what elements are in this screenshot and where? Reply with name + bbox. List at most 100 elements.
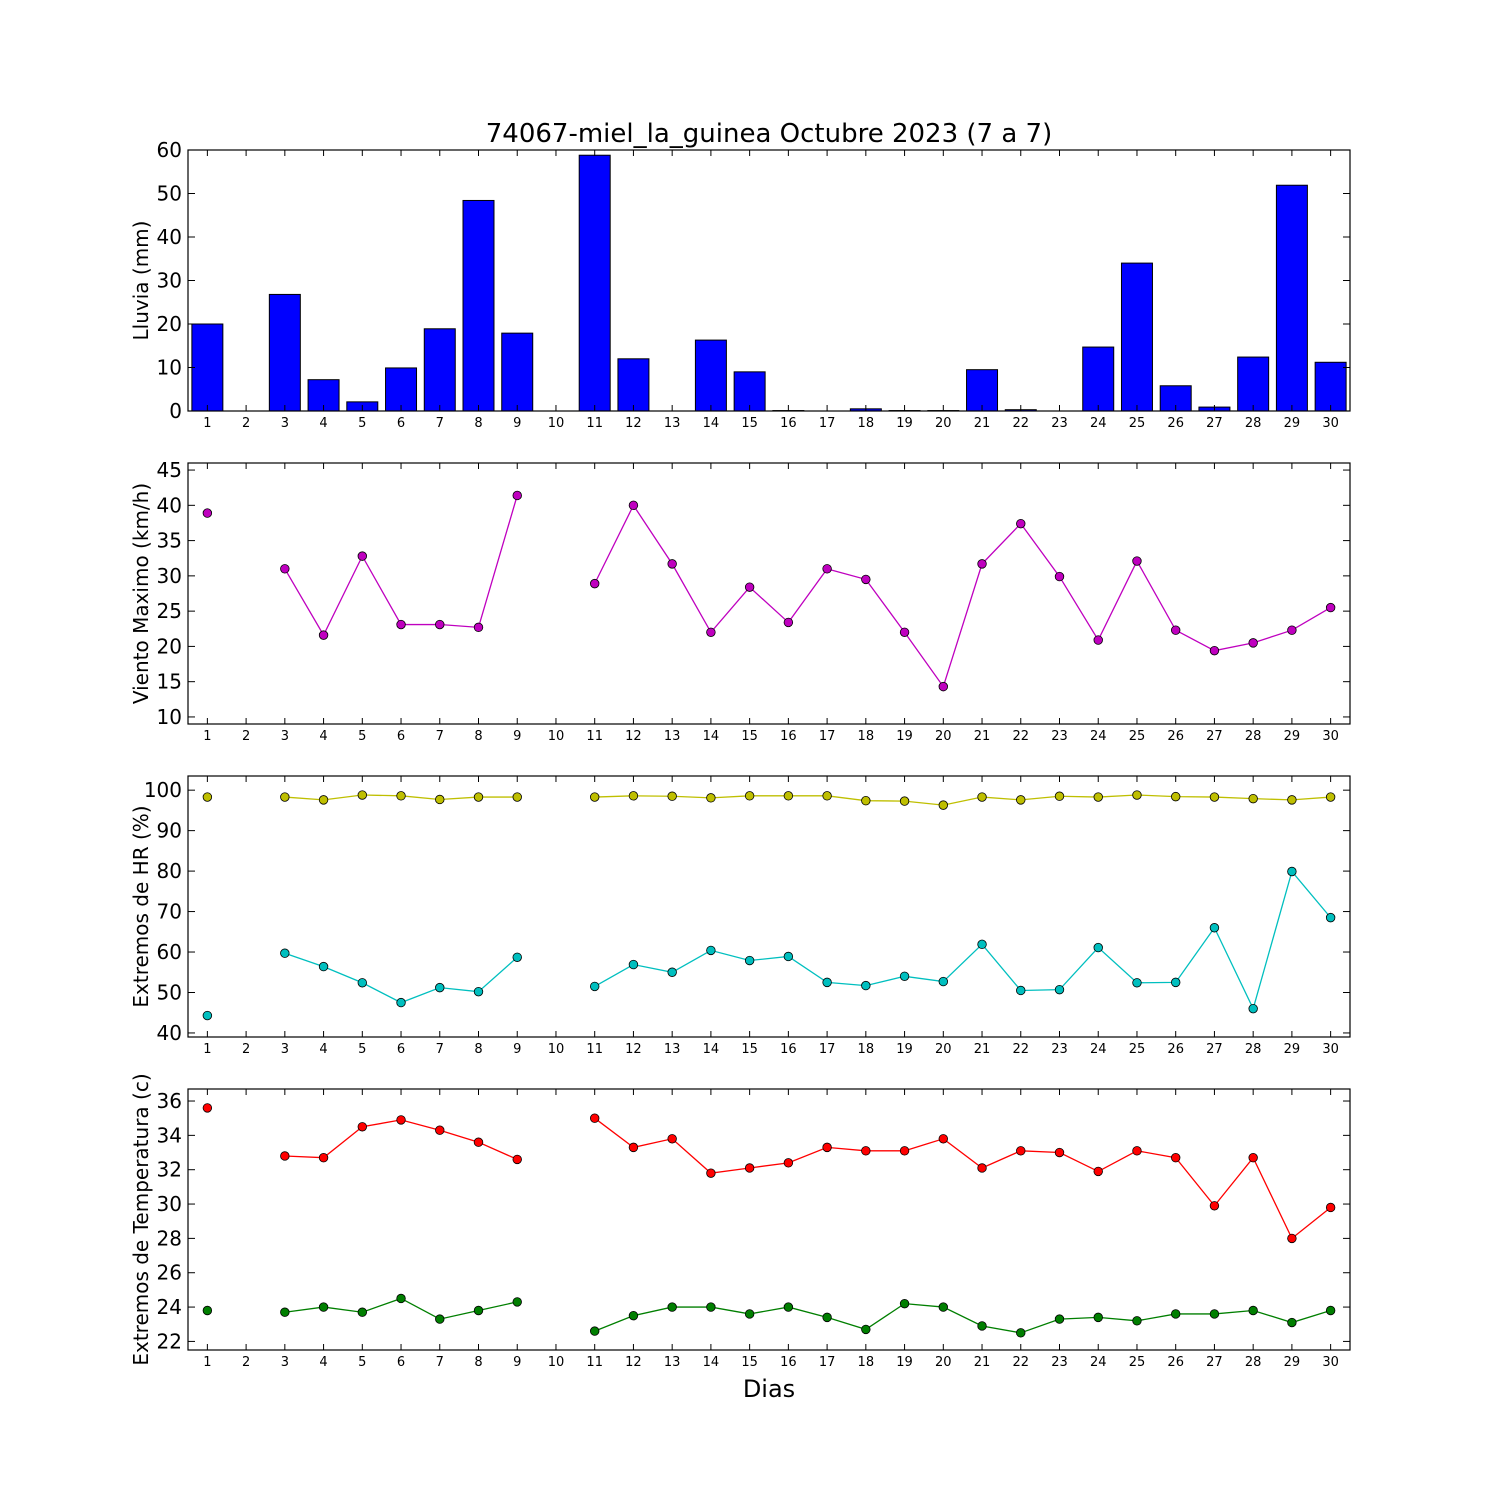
y-tick-label: 20 bbox=[157, 312, 182, 336]
x-tick-label: 13 bbox=[664, 1042, 681, 1057]
x-tick-label: 20 bbox=[935, 1355, 952, 1370]
series-1-point-day-7 bbox=[435, 619, 445, 630]
series-2-point-day-23 bbox=[1054, 984, 1065, 995]
x-tick-label: 25 bbox=[1129, 1355, 1146, 1370]
series-2-point-day-14 bbox=[706, 1302, 716, 1312]
x-tick-label: 7 bbox=[436, 729, 444, 744]
series-2-point-day-5 bbox=[357, 978, 368, 988]
series-1-point-day-12 bbox=[628, 500, 639, 511]
series-1-point-day-29 bbox=[1287, 1233, 1297, 1244]
y-tick-label: 26 bbox=[157, 1261, 182, 1285]
series-2-point-day-28 bbox=[1248, 1305, 1258, 1316]
y-tick-label: 40 bbox=[157, 1021, 182, 1045]
panel-4: Extremos de Temperatura (c) 2224262830323… bbox=[129, 1073, 1351, 1370]
y-tick-label: 34 bbox=[157, 1123, 182, 1147]
plot-frame bbox=[187, 462, 1351, 725]
x-tick-label: 5 bbox=[358, 1355, 366, 1370]
x-tick-label: 1 bbox=[203, 1042, 211, 1057]
x-tick-label: 24 bbox=[1090, 416, 1107, 431]
x-tick-label: 3 bbox=[281, 729, 289, 744]
plot-frame bbox=[187, 775, 1351, 1038]
x-tick-label: 19 bbox=[896, 1042, 913, 1057]
plot-frame bbox=[187, 149, 1351, 412]
series-1-point-day-29 bbox=[1287, 795, 1297, 805]
x-tick-label: 17 bbox=[819, 729, 836, 744]
series-1-point-day-22 bbox=[1016, 518, 1026, 529]
series-2-point-day-25 bbox=[1132, 1316, 1142, 1326]
y-tick-label: 45 bbox=[157, 458, 182, 482]
series-1-point-day-27 bbox=[1209, 1201, 1220, 1211]
series-2-point-day-29 bbox=[1287, 866, 1297, 877]
chart-title: 74067-miel_la_guinea Octubre 2023 (7 a 7… bbox=[486, 119, 1052, 149]
x-tick-label: 11 bbox=[586, 416, 603, 431]
series-1-point-day-24 bbox=[1093, 1166, 1103, 1177]
y-tick-label: 10 bbox=[157, 705, 182, 729]
x-tick-label: 30 bbox=[1322, 1355, 1339, 1370]
x-tick-label: 15 bbox=[741, 416, 758, 431]
y-tick-label: 70 bbox=[157, 900, 182, 924]
series-1-point-day-19 bbox=[899, 1146, 910, 1156]
y-tick-label: 60 bbox=[157, 940, 182, 964]
series-1-point-day-3 bbox=[280, 1151, 290, 1161]
x-tick-label: 4 bbox=[319, 729, 327, 744]
series-1-point-day-1 bbox=[202, 508, 213, 518]
x-tick-label: 8 bbox=[474, 1042, 482, 1057]
x-tick-label: 10 bbox=[548, 1042, 565, 1057]
x-tick-label: 13 bbox=[664, 729, 681, 744]
y-tick-label: 30 bbox=[157, 269, 182, 293]
rain-bar-day-8 bbox=[462, 199, 495, 412]
series-1-point-day-13 bbox=[667, 1134, 677, 1144]
x-tick-label: 9 bbox=[513, 1042, 521, 1057]
rain-bar-day-3 bbox=[268, 293, 301, 412]
x-tick-label: 19 bbox=[896, 416, 913, 431]
series-1-point-day-8 bbox=[473, 792, 484, 802]
x-tick-label: 13 bbox=[664, 1355, 681, 1370]
series-1-point-day-30 bbox=[1325, 602, 1336, 613]
x-tick-label: 20 bbox=[935, 416, 952, 431]
series-1-point-day-22 bbox=[1016, 1146, 1026, 1156]
x-tick-label: 18 bbox=[858, 416, 875, 431]
x-tick-label: 4 bbox=[319, 416, 327, 431]
x-tick-label: 21 bbox=[974, 1042, 991, 1057]
x-tick-label: 24 bbox=[1090, 1042, 1107, 1057]
x-tick-label: 17 bbox=[819, 1355, 836, 1370]
x-tick-label: 11 bbox=[586, 1355, 603, 1370]
x-tick-label: 6 bbox=[397, 1042, 405, 1057]
series-1-point-day-16 bbox=[783, 1158, 794, 1168]
x-tick-label: 30 bbox=[1322, 416, 1339, 431]
series-2-point-day-16 bbox=[783, 951, 794, 962]
series-1-point-day-22 bbox=[1016, 795, 1026, 805]
series-1-point-day-15 bbox=[744, 582, 755, 592]
x-tick-label: 29 bbox=[1284, 729, 1301, 744]
series-2-line bbox=[284, 952, 518, 1004]
series-1-point-day-25 bbox=[1132, 556, 1142, 566]
y-tick-label: 50 bbox=[157, 182, 182, 206]
series-2-point-day-20 bbox=[938, 976, 949, 987]
x-tick-label: 29 bbox=[1284, 416, 1301, 431]
y-axis-label: Extremos de HR (%) bbox=[129, 805, 153, 1007]
series-1-point-day-28 bbox=[1248, 793, 1258, 804]
series-1-point-day-14 bbox=[706, 627, 716, 637]
series-1-point-day-18 bbox=[861, 795, 871, 806]
series-1-point-day-28 bbox=[1248, 638, 1258, 648]
x-tick-label: 23 bbox=[1051, 416, 1068, 431]
x-tick-label: 23 bbox=[1051, 1042, 1068, 1057]
series-2-point-day-26 bbox=[1170, 977, 1181, 988]
series-1-point-day-6 bbox=[396, 1115, 406, 1125]
x-tick-label: 14 bbox=[703, 729, 720, 744]
rain-bar-day-24 bbox=[1082, 346, 1115, 412]
series-2-point-day-3 bbox=[280, 1307, 290, 1317]
series-2-point-day-4 bbox=[318, 961, 329, 972]
x-tick-label: 24 bbox=[1090, 1355, 1107, 1370]
series-1-point-day-26 bbox=[1170, 791, 1181, 802]
x-tick-label: 26 bbox=[1167, 729, 1184, 744]
y-tick-label: 20 bbox=[157, 634, 182, 658]
x-tick-label: 12 bbox=[625, 416, 642, 431]
x-tick-label: 2 bbox=[242, 729, 250, 744]
series-2-point-day-21 bbox=[977, 939, 987, 950]
x-tick-label: 28 bbox=[1245, 1042, 1262, 1057]
series-1-point-day-27 bbox=[1209, 645, 1220, 656]
x-tick-label: 20 bbox=[935, 729, 952, 744]
x-tick-label: 15 bbox=[741, 1042, 758, 1057]
series-1-line bbox=[594, 504, 1331, 689]
